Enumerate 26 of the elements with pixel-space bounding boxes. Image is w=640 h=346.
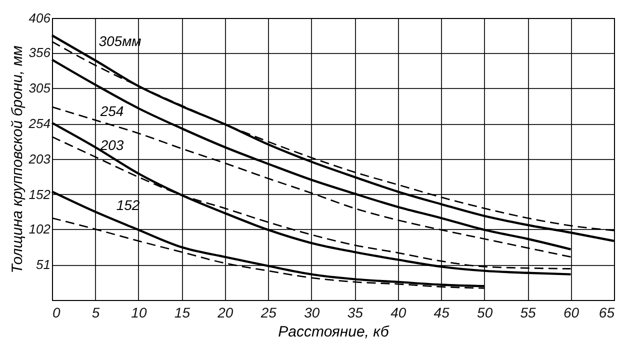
x-tick-label: 15 xyxy=(174,304,190,320)
x-axis-title: Расстояние, кб xyxy=(278,324,390,340)
y-axis-title: Толщина крупповской брони, мм xyxy=(8,46,26,274)
x-tick-label: 20 xyxy=(216,304,234,320)
x-tick-label: 65 xyxy=(598,304,615,320)
annotation: 254 xyxy=(99,103,124,119)
y-tick-label: 152 xyxy=(28,186,52,202)
y-tick-label: 356 xyxy=(28,45,52,60)
y-tick-label: 254 xyxy=(28,116,50,132)
y-tick-label: 203 xyxy=(28,152,52,166)
x-tick-label: 35 xyxy=(347,304,364,320)
y-tick-label: 305 xyxy=(28,80,52,96)
x-tick-label: 45 xyxy=(434,304,450,320)
y-tick-label: 102 xyxy=(28,222,52,237)
x-tick-label: 25 xyxy=(260,304,277,320)
x-tick-label: 40 xyxy=(390,304,406,320)
x-tick-label: 0 xyxy=(52,304,60,320)
annotation: 203 xyxy=(99,137,124,153)
y-tick-label: 406 xyxy=(28,10,52,26)
x-tick-label: 60 xyxy=(563,304,580,320)
x-tick-label: 55 xyxy=(520,304,536,320)
x-tick-label: 30 xyxy=(304,304,320,320)
x-tick-label: 50 xyxy=(477,304,493,320)
x-tick-label: 5 xyxy=(92,304,100,320)
x-tick-label: 10 xyxy=(131,304,147,320)
y-tick-label: 51 xyxy=(36,257,50,272)
